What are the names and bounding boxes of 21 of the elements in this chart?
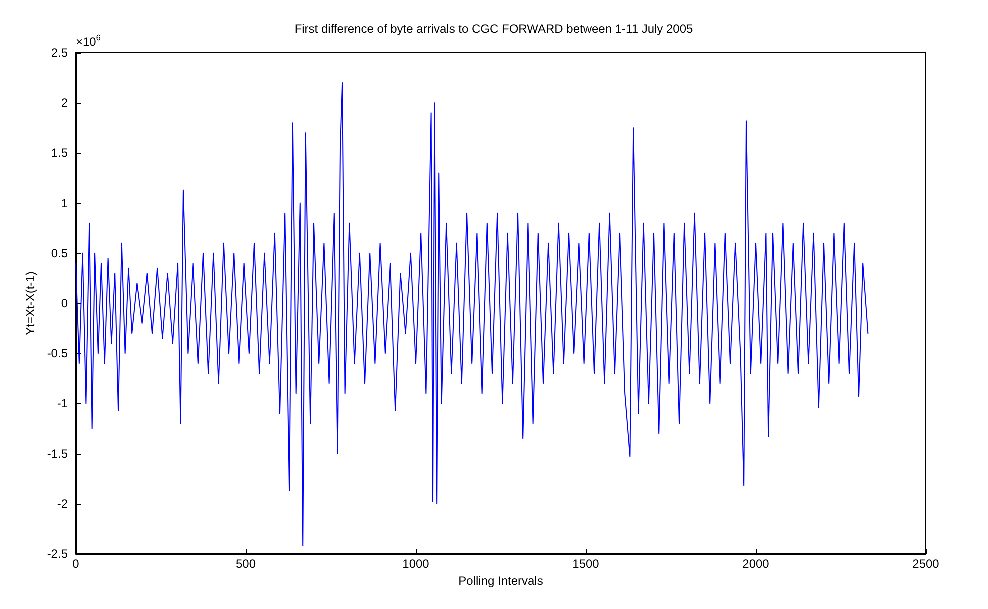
y-tick-label: -1: [57, 396, 68, 411]
y-tick-label: 1.5: [51, 146, 68, 160]
line-series: [76, 82, 869, 546]
y-tick-label: 1: [61, 196, 68, 210]
y-tick-label: 2.5: [51, 46, 68, 60]
y-tick-label: 0.5: [51, 246, 68, 260]
x-tick-label: 1500: [572, 557, 600, 571]
y-tick-label: -2.5: [47, 547, 68, 561]
y-axis-title: Yt=Xt-X(t-1): [23, 272, 38, 336]
x-tick-label: 2500: [912, 557, 940, 571]
x-tick-label: 500: [236, 557, 256, 571]
y-tick-label: -1.5: [47, 446, 68, 461]
y-tick-label: -0.5: [47, 346, 68, 361]
x-tick-label: 0: [72, 557, 80, 571]
x-axis-title: Polling Intervals: [458, 574, 544, 588]
y-tick-label: -2: [57, 496, 68, 511]
x-tick-label: 2000: [742, 557, 770, 571]
y-tick-label: 2: [61, 96, 68, 110]
y-tick-label: 0: [61, 296, 68, 310]
x-tick-label: 1000: [402, 557, 430, 571]
chart-title: First difference of byte arrivals to CGC FORWARD between 1-11 July 2005: [294, 22, 694, 36]
